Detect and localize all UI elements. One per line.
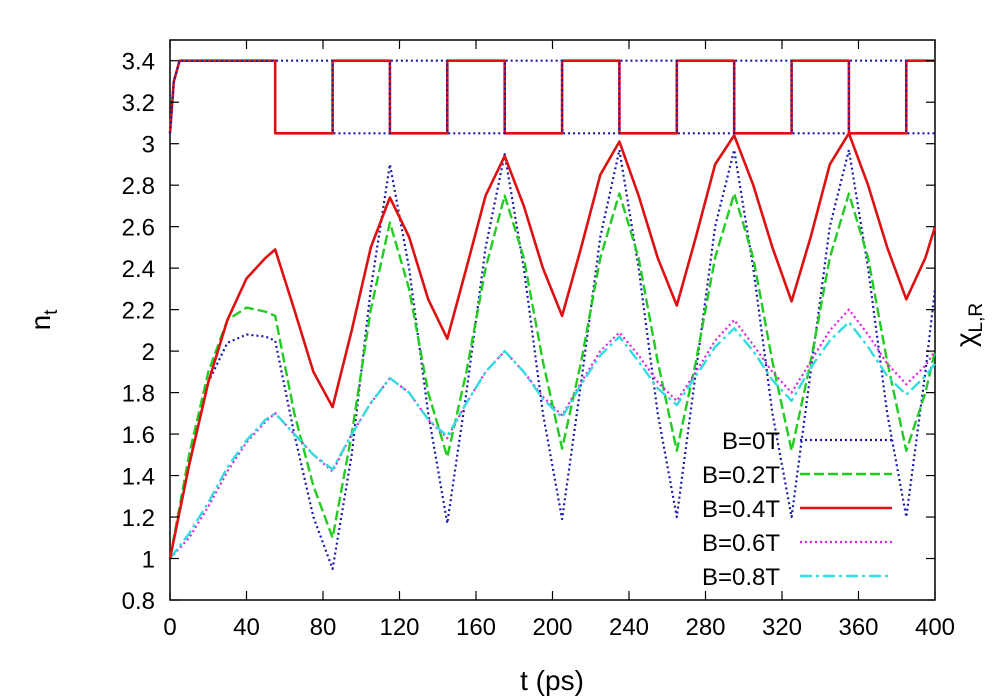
legend-label-3: B=0.6T [702, 530, 780, 557]
y-tick-label-3: 1.4 [122, 464, 155, 491]
series-layer [168, 59, 937, 570]
series-line-6 [168, 59, 935, 135]
y-tick-label-10: 2.8 [122, 173, 155, 200]
y-tick-label-13: 3.4 [122, 49, 155, 76]
y-tick-label-2: 1.2 [122, 505, 155, 532]
legend-label-1: B=0.2T [702, 462, 780, 489]
y-tick-label-1: 1 [142, 547, 155, 574]
legend-item-2: B=0.4T [702, 496, 892, 523]
x-tick-label-10: 400 [915, 614, 955, 641]
x-tick-label-4: 160 [456, 614, 496, 641]
x-tick-label-1: 40 [233, 614, 260, 641]
x-tick-label-9: 360 [838, 614, 878, 641]
series-line-1 [168, 192, 937, 559]
y-axis-title: nt [25, 309, 62, 331]
legend-item-1: B=0.2T [702, 462, 892, 489]
y2-axis-title: χL,R [950, 303, 987, 347]
legend-label-2: B=0.4T [702, 496, 780, 523]
y-tick-label-5: 1.8 [122, 381, 155, 408]
legend: B=0T B=0.2T B=0.4T B=0.6T B=0.8T [702, 428, 892, 591]
y-tick-label-4: 1.6 [122, 422, 155, 449]
legend-label-4: B=0.8T [702, 564, 780, 591]
legend-item-3: B=0.6T [702, 530, 892, 557]
series-line-5 [168, 59, 935, 135]
series-line-3 [169, 308, 936, 560]
legend-item-0: B=0T [722, 428, 892, 455]
x-tick-label-7: 280 [685, 614, 725, 641]
x-tick-label-6: 240 [609, 614, 649, 641]
x-tick-label-8: 320 [762, 614, 802, 641]
y-tick-label-8: 2.4 [122, 256, 155, 283]
x-tick-label-2: 80 [310, 614, 337, 641]
y-axis-title-sub: t [41, 309, 62, 315]
y-axis-title-main: n [25, 315, 56, 331]
x-tick-label-3: 120 [379, 614, 419, 641]
ticks-layer: 0 40 80 120 160 200 240 280 320 360 400 0.8 1 1.2 1.4 1… [122, 40, 955, 641]
y-tick-label-12: 3.2 [122, 90, 155, 117]
series-line-2 [168, 132, 937, 559]
y-tick-label-6: 2 [142, 339, 155, 366]
x-tick-label-5: 200 [532, 614, 572, 641]
x-tick-label-0: 0 [163, 614, 176, 641]
y-tick-label-0: 0.8 [122, 588, 155, 615]
y-tick-label-11: 3 [142, 132, 155, 159]
series-line-4 [169, 320, 936, 560]
x-axis-title: t (ps) [520, 665, 584, 696]
plot-frame [169, 39, 936, 601]
y2-axis-title-sub: L,R [966, 303, 987, 333]
y2-axis-title-main: χ [950, 332, 981, 347]
legend-label-0: B=0T [722, 428, 780, 455]
y-tick-label-7: 2.2 [122, 298, 155, 325]
y-tick-label-9: 2.6 [122, 215, 155, 242]
legend-item-4: B=0.8T [702, 564, 892, 591]
